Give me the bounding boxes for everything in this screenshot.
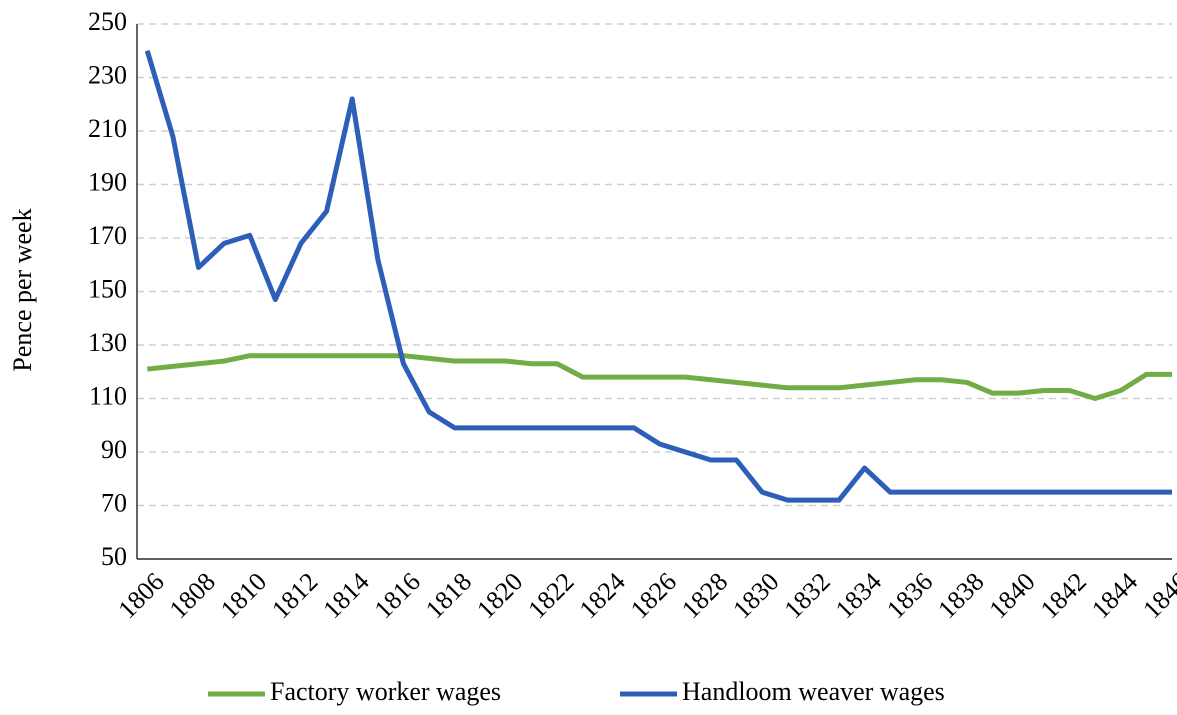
x-tick-label: 1820 xyxy=(471,567,528,624)
x-tick-label: 1842 xyxy=(1035,567,1092,624)
series-line xyxy=(144,50,1172,503)
x-tick-label: 1812 xyxy=(266,567,323,624)
x-tick-label: 1810 xyxy=(215,567,272,624)
x-tick-label: 1806 xyxy=(112,567,169,624)
x-tick-label: 1836 xyxy=(881,567,938,624)
series-line xyxy=(146,353,1172,401)
y-tick-label: 190 xyxy=(88,167,127,196)
x-tick-label: 1826 xyxy=(625,567,682,624)
y-tick-label: 90 xyxy=(101,435,127,464)
y-axis-label: Pence per week xyxy=(8,208,37,371)
x-tick-label: 1832 xyxy=(779,567,836,624)
y-tick-label: 170 xyxy=(88,221,127,250)
y-tick-label: 230 xyxy=(88,60,127,89)
x-tick-label: 1840 xyxy=(983,567,1040,624)
y-tick-label: 250 xyxy=(88,7,127,36)
y-tick-label: 130 xyxy=(88,328,127,357)
x-tick-label: 1838 xyxy=(932,567,989,624)
y-tick-label: 210 xyxy=(88,114,127,143)
y-tick-label: 50 xyxy=(101,542,127,571)
y-tick-label: 70 xyxy=(101,488,127,517)
x-tick-label: 1828 xyxy=(676,567,733,624)
x-tick-label: 1844 xyxy=(1086,567,1143,624)
legend-label: Handloom weaver wages xyxy=(682,677,945,706)
y-tick-label: 150 xyxy=(88,274,127,303)
x-tick-label: 1818 xyxy=(420,567,477,624)
legend-label: Factory worker wages xyxy=(270,677,501,706)
x-tick-label: 1816 xyxy=(369,567,426,624)
x-tick-label: 1834 xyxy=(830,567,887,624)
x-tick-label: 1824 xyxy=(574,567,631,624)
x-tick-label: 1808 xyxy=(164,567,221,624)
x-tick-label: 1822 xyxy=(522,567,579,624)
x-tick-label: 1830 xyxy=(727,567,784,624)
x-tick-label: 1814 xyxy=(317,567,374,624)
x-tick-label: 1846 xyxy=(1137,567,1177,624)
y-tick-label: 110 xyxy=(89,381,127,410)
